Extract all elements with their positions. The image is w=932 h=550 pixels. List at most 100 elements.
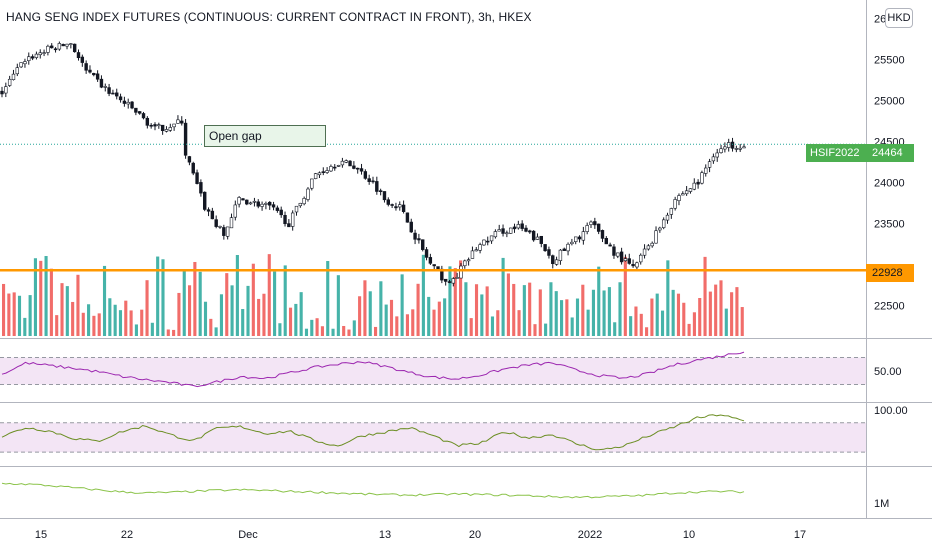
candle-body: [639, 254, 643, 263]
candle-body: [107, 87, 111, 94]
candle-body: [134, 107, 138, 113]
candle-body: [447, 281, 452, 283]
candle-body: [160, 124, 165, 131]
volume-bar: [421, 254, 425, 336]
volume-bar: [629, 316, 633, 336]
volume-bar: [724, 308, 728, 336]
candle-body: [191, 162, 195, 174]
candle-body: [619, 251, 624, 263]
candle-body: [489, 235, 494, 242]
volume-bar: [347, 329, 351, 336]
volume-bar: [666, 260, 670, 336]
candle-body: [528, 230, 532, 233]
currency-button[interactable]: HKD: [885, 8, 913, 28]
volume-bar: [150, 322, 154, 336]
candle-body: [742, 146, 746, 149]
volume-bar: [591, 289, 595, 336]
candle-body: [19, 62, 23, 68]
candle-body: [459, 265, 463, 279]
volume-bar: [28, 295, 32, 336]
candle-body: [187, 156, 192, 163]
volume-bar: [257, 298, 261, 336]
open-gap-annotation[interactable]: Open gap: [204, 125, 326, 147]
candle-body: [654, 230, 658, 244]
volume-bar: [336, 275, 340, 336]
candle-body: [180, 120, 184, 124]
volume-bar: [251, 263, 255, 336]
candle-body: [69, 43, 73, 45]
rsi-axis-tick-label: 50.00: [874, 366, 902, 378]
candle-body: [432, 264, 436, 267]
volume-bar: [267, 254, 271, 336]
candle-body: [535, 236, 540, 240]
candle-body: [57, 43, 62, 50]
volume-bar: [448, 266, 452, 336]
candle-body: [401, 204, 406, 212]
time-axis-tick-label: 10: [683, 529, 695, 541]
chart-title: HANG SENG INDEX FUTURES (CONTINUOUS: CUR…: [6, 10, 532, 24]
volume-bar: [230, 285, 234, 336]
volume-bar: [586, 309, 590, 336]
candle-body: [306, 188, 310, 200]
volume-bar: [33, 258, 37, 336]
volume-bar: [203, 301, 208, 336]
volume-bar: [209, 318, 213, 336]
candle-body: [696, 181, 700, 185]
candle-body: [241, 198, 245, 201]
volume-bar: [273, 271, 277, 336]
candle-body: [463, 260, 467, 267]
candle-body: [646, 245, 651, 250]
volume-bar: [12, 292, 16, 336]
volume-bar: [283, 265, 287, 336]
candle-body: [225, 226, 230, 237]
candle-body: [436, 266, 440, 270]
stochastic-axis-tick-label: 100.00: [874, 405, 908, 417]
volume-bar: [453, 268, 457, 336]
candle-body: [7, 78, 12, 86]
candle-body: [661, 219, 666, 228]
candle-body: [570, 241, 574, 245]
time-axis-tick-label: 22: [121, 529, 133, 541]
candle-body: [531, 230, 536, 241]
volume-bar: [294, 303, 298, 336]
candle-body: [673, 199, 677, 209]
volume-bar: [464, 282, 468, 336]
last-price-label: 24464: [866, 144, 914, 162]
volume-bar: [379, 281, 383, 336]
volume-bar: [76, 274, 80, 336]
symbol-price-label: HSIF2022: [806, 144, 866, 162]
candle-body: [118, 96, 123, 101]
candle-body: [585, 225, 589, 232]
volume-bar: [2, 283, 6, 336]
volume-bar: [437, 301, 441, 336]
candle-body: [157, 124, 161, 127]
candle-body: [394, 206, 398, 209]
candle-body: [623, 258, 628, 262]
candle-body: [92, 72, 96, 76]
candle-body: [604, 238, 609, 245]
candle-body: [681, 193, 685, 196]
volume-bar: [607, 287, 611, 336]
volume-bar: [65, 286, 69, 336]
candle-body: [417, 238, 421, 241]
candle-body: [287, 223, 291, 228]
candle-body: [497, 229, 501, 232]
candle-body: [711, 156, 716, 162]
candle-body: [325, 170, 329, 173]
candle-body: [665, 214, 670, 221]
candle-body: [730, 141, 735, 149]
candle-body: [658, 227, 662, 231]
candle-body: [15, 67, 19, 75]
candle-body: [715, 152, 719, 158]
candle-body: [11, 73, 16, 80]
candle-body: [218, 225, 222, 228]
volume-bar: [639, 313, 643, 336]
volume-bar: [490, 316, 495, 336]
candle-body: [466, 259, 471, 262]
volume-bar: [676, 293, 681, 336]
volume-bar: [581, 284, 585, 336]
candle-body: [478, 244, 482, 251]
price-axis-tick-label: 25500: [874, 54, 905, 66]
candle-body: [172, 123, 176, 128]
